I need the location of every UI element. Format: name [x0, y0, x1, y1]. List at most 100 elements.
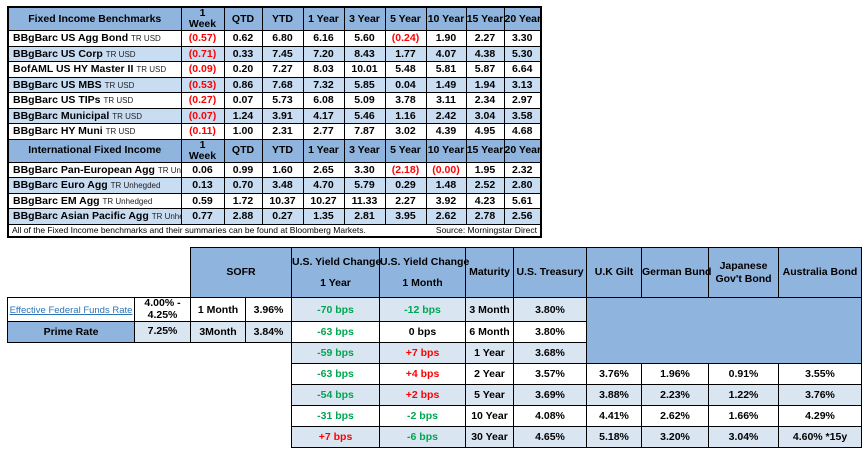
column-header-1year: 1 Year — [302, 138, 345, 163]
german-bund-yield-cell: 3.20% — [641, 426, 710, 449]
return-cell: (0.71) — [180, 45, 225, 63]
benchmark-suffix: TR USD — [104, 80, 135, 90]
us-treasury-header: U.S. Treasury — [513, 247, 588, 298]
yield-change-1m-cell: +4 bps — [379, 363, 467, 386]
benchmark-name: BBgBarc US TIPs — [13, 94, 101, 107]
rates-row: Effective Federal Funds Rate 4.00% - 4.2… — [7, 296, 863, 365]
benchmark-name-cell: BBgBarc US TIPs TR USD — [7, 92, 182, 109]
effective-fed-funds-rate-link[interactable]: Effective Federal Funds Rate — [9, 304, 133, 316]
table-row: BBgBarc Asian Pacific Agg TR Unhedged 0.… — [7, 208, 542, 225]
table-row: BofAML US HY Master II TR USD (0.09) 0.2… — [7, 61, 542, 78]
benchmark-suffix: TR Unhedged — [157, 165, 181, 175]
return-cell: 4.95 — [465, 123, 505, 140]
benchmark-name: BBgBarc Asian Pacific Agg — [13, 210, 149, 223]
benchmark-name: BBgBarc US MBS — [13, 78, 102, 91]
german-bund-header: German Bund — [641, 247, 711, 298]
return-cell: 3.02 — [384, 123, 427, 140]
return-cell: 3.92 — [425, 192, 467, 210]
column-header-5year: 5 Year — [384, 6, 427, 32]
return-cell: 2.42 — [425, 107, 467, 125]
empty-area — [7, 363, 292, 385]
return-cell: 1.94 — [465, 76, 505, 94]
column-header-5year: 5 Year — [384, 138, 427, 163]
return-cell: 1.48 — [425, 177, 467, 194]
rates-row: +7 bps -6 bps 30 Year 4.65% 5.18% 3.20% … — [7, 426, 863, 449]
maturity-cell: 30 Year — [465, 426, 515, 449]
yield-change-1y-cell: -59 bps — [291, 342, 381, 365]
german-bund-yield-cell: 1.96% — [641, 363, 710, 386]
return-cell: 1.16 — [384, 107, 427, 125]
yield-change-header-line2: 1 Year — [320, 277, 351, 290]
return-cell: (0.11) — [180, 123, 225, 140]
return-cell: 1.95 — [465, 161, 505, 179]
footnote-row: All of the Fixed Income benchmarks and t… — [7, 223, 542, 238]
australia-bond-header: Australia Bond — [778, 247, 863, 298]
return-cell: (0.24) — [384, 30, 427, 47]
return-cell: 2.78 — [465, 208, 505, 225]
footnote-cell: All of the Fixed Income benchmarks and t… — [7, 223, 542, 238]
return-cell: 6.08 — [302, 92, 345, 109]
empty-area — [7, 247, 191, 298]
yield-change-1m-cell: -6 bps — [379, 426, 467, 449]
return-cell: 11.33 — [343, 192, 386, 210]
return-cell: 0.59 — [180, 192, 225, 210]
return-cell: 2.81 — [343, 208, 386, 225]
return-cell: 7.68 — [261, 76, 304, 94]
us-treasury-yield-cell: 3.69% — [513, 384, 588, 407]
return-cell: 0.62 — [223, 30, 263, 47]
table-row: BBgBarc US Agg Bond TR USD (0.57) 0.62 6… — [7, 30, 542, 47]
yield-change-header-line1: U.S. Yield Change — [292, 255, 382, 268]
fixed-income-benchmarks-table: Fixed Income Benchmarks 1 Week QTD YTD 1… — [7, 6, 542, 239]
benchmark-name: BBgBarc EM Agg — [13, 194, 100, 207]
return-cell: (0.09) — [180, 61, 225, 78]
return-cell: 0.86 — [223, 76, 263, 94]
benchmark-name-cell: BBgBarc Pan-European Agg TR Unhedged — [7, 161, 182, 179]
benchmark-suffix: TR Unhedged — [102, 196, 153, 206]
return-cell: 5.61 — [503, 192, 542, 210]
maturity-cell: 6 Month — [465, 321, 515, 344]
empty-area — [7, 384, 292, 406]
sofr-term-cell: 1 Month — [190, 296, 246, 323]
return-cell: 0.70 — [223, 177, 263, 194]
benchmark-suffix: TR Unhegded — [110, 181, 161, 191]
return-cell: 3.58 — [503, 107, 542, 125]
return-cell: 7.87 — [343, 123, 386, 140]
us-treasury-yield-cell: 3.57% — [513, 363, 588, 386]
australia-bond-yield-cell: 4.29% — [778, 405, 863, 428]
return-cell: 5.87 — [465, 61, 505, 78]
benchmark-name-cell: BBgBarc US MBS TR USD — [7, 76, 182, 94]
benchmark-name: BBgBarc US Corp — [13, 47, 103, 60]
column-header-ytd: YTD — [261, 6, 304, 32]
return-cell: 7.20 — [302, 45, 345, 63]
yield-change-header-line2: 1 Month — [402, 277, 443, 290]
uk-gilt-header: U.K Gilt — [586, 247, 643, 298]
column-header-20year: 20 Year — [503, 138, 542, 163]
return-cell: 2.77 — [302, 123, 345, 140]
return-cell: 5.81 — [425, 61, 467, 78]
yield-change-header-line1: U.S. Yield Change — [380, 255, 470, 268]
japanese-govt-bond-yield-cell: 3.04% — [708, 426, 780, 449]
benchmark-suffix: TR USD — [136, 65, 167, 75]
table-row: BBgBarc US MBS TR USD (0.53) 0.86 7.68 7… — [7, 76, 542, 94]
return-cell: 1.35 — [302, 208, 345, 225]
return-cell: 2.88 — [223, 208, 263, 225]
return-cell: 2.56 — [503, 208, 542, 225]
return-cell: 8.03 — [302, 61, 345, 78]
us-treasury-yield-cell: 3.68% — [513, 342, 588, 365]
return-cell: 0.27 — [261, 208, 304, 225]
return-cell: (0.57) — [180, 30, 225, 47]
return-cell: 5.46 — [343, 107, 386, 125]
table-row: BBgBarc Pan-European Agg TR Unhedged 0.0… — [7, 161, 542, 179]
return-cell: 3.95 — [384, 208, 427, 225]
rates-and-yields-table: SOFR U.S. Yield Change 1 Year U.S. Yield… — [7, 247, 863, 449]
return-cell: 1.00 — [223, 123, 263, 140]
return-cell: 3.78 — [384, 92, 427, 109]
table-row: BBgBarc Municipal TR USD (0.07) 1.24 3.9… — [7, 107, 542, 125]
empty-bond-yields-area — [586, 296, 863, 365]
return-cell: 3.30 — [343, 161, 386, 179]
empty-area — [7, 342, 292, 364]
return-cell: 2.27 — [465, 30, 505, 47]
benchmark-suffix: TR USD — [112, 111, 142, 121]
benchmark-name: BBgBarc HY Muni — [13, 125, 103, 138]
source-text: Source: Morningstar Direct — [435, 225, 537, 236]
